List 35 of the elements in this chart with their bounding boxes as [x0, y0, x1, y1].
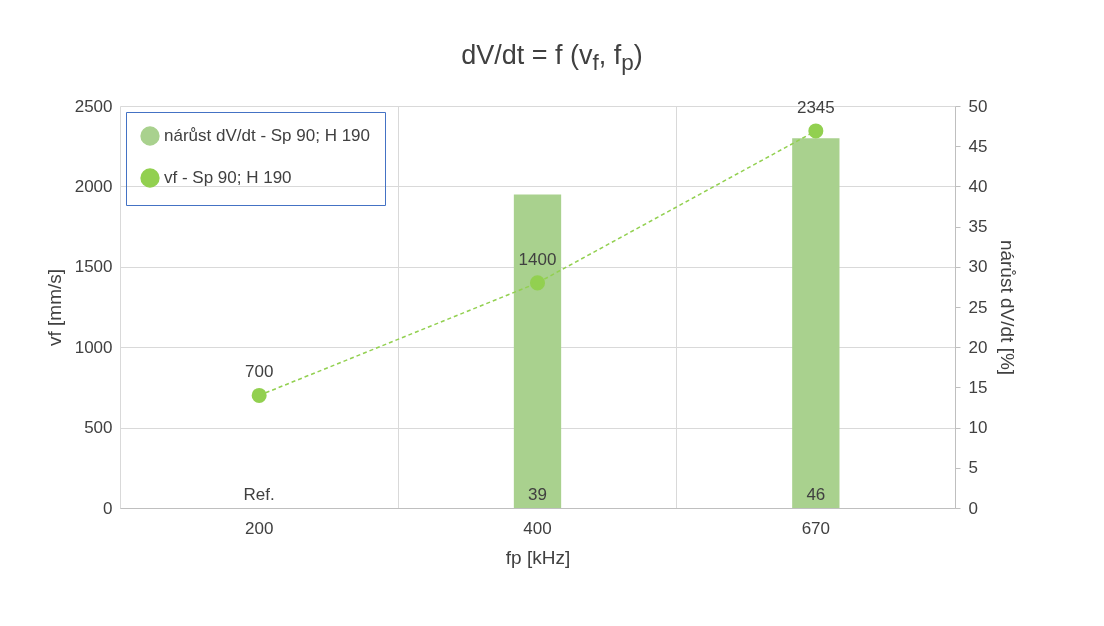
x-tick-label: 200 — [244, 518, 274, 538]
legend-label: vf - Sp 90; H 190 — [164, 168, 292, 187]
legend-label: nárůst dV/dt - Sp 90; H 190 — [164, 126, 371, 145]
data-label: 1400 — [518, 249, 557, 269]
data-label: Ref. — [243, 485, 275, 504]
chart-title: dV/dt = f (v$_{f}$, f$_{p}$) — [460, 40, 644, 77]
y2-tick-label: 50 — [968, 96, 988, 116]
data-label: 2345 — [796, 97, 835, 117]
point — [251, 387, 267, 403]
y2-tick-label: 45 — [968, 136, 988, 156]
point — [529, 275, 546, 291]
data-label: 39 — [528, 485, 547, 504]
y2-tick-label: 30 — [968, 257, 988, 277]
y-tick-label: 2000 — [74, 176, 113, 196]
y2-tick-label: 0 — [968, 498, 978, 518]
y-tick-label: 2500 — [74, 96, 113, 116]
y-tick-label: 0 — [103, 498, 113, 518]
x-tick-label: 670 — [801, 518, 831, 538]
y2-tick-label: 10 — [968, 418, 988, 438]
x-axis-title: fp [kHz] — [505, 546, 571, 568]
data-label: 700 — [244, 362, 274, 382]
y-axis-title: vf [mm/s] — [43, 268, 65, 347]
y2-tick-label: 35 — [968, 217, 988, 237]
y2-tick-label: 25 — [968, 297, 988, 317]
y-tick-label: 1000 — [74, 337, 113, 357]
y2-tick-label: 15 — [968, 377, 988, 397]
point — [808, 123, 824, 139]
x-tick-label: 400 — [523, 518, 552, 538]
data-label: 46 — [806, 485, 826, 504]
y-tick-label: 500 — [84, 418, 113, 438]
y2-tick-label: 5 — [968, 458, 978, 478]
y2-axis-title: nárůst dV/dt [%] — [997, 239, 1019, 376]
y2-tick-label: 40 — [968, 176, 988, 196]
y2-tick-label: 20 — [968, 337, 988, 357]
y-tick-label: 1500 — [74, 257, 113, 277]
